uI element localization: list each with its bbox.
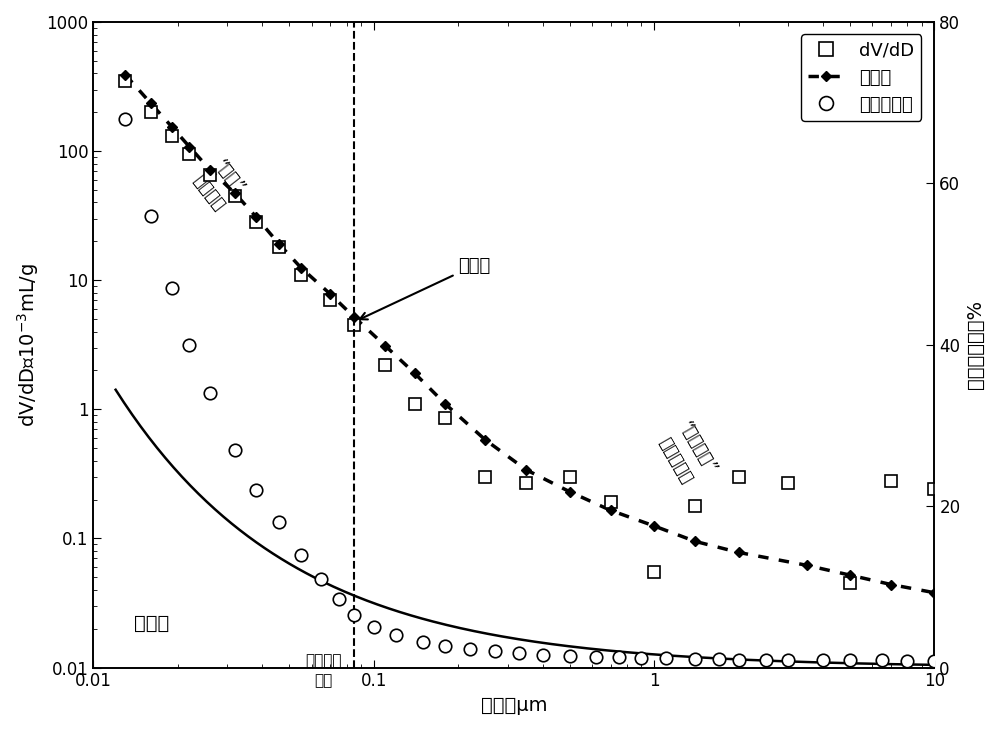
进汞饱和度 <box>390 631 402 639</box>
dV/dD <box>119 77 131 85</box>
dV/dD <box>648 568 660 577</box>
趋势线 <box>145 99 157 107</box>
dV/dD <box>324 296 336 304</box>
趋势线 <box>204 165 216 174</box>
进汞饱和度 <box>928 656 940 665</box>
dV/dD <box>733 472 745 481</box>
趋势线 <box>733 548 745 557</box>
Text: “大孔细喃”
型孔隙结构: “大孔细喃” 型孔隙结构 <box>653 418 719 490</box>
X-axis label: 孔径，μm: 孔径，μm <box>481 696 547 715</box>
进汞饱和度 <box>901 656 913 665</box>
dV/dD <box>145 108 157 117</box>
趋势线 <box>648 521 660 530</box>
dV/dD <box>183 150 195 158</box>
dV/dD <box>439 414 451 423</box>
趋势线 <box>273 240 285 249</box>
进汞饱和度 <box>229 445 241 454</box>
dV/dD <box>520 478 532 487</box>
Y-axis label: 进汞饱和度，%: 进汞饱和度，% <box>966 300 985 389</box>
进汞饱和度 <box>295 550 307 559</box>
Line: 进汞饱和度: 进汞饱和度 <box>119 112 941 667</box>
进汞饱和度 <box>145 211 157 220</box>
dV/dD <box>348 320 360 329</box>
进汞饱和度 <box>733 655 745 664</box>
进汞饱和度 <box>844 656 856 665</box>
趋势线 <box>409 369 421 377</box>
进汞饱和度 <box>368 623 380 631</box>
dV/dD <box>250 218 262 227</box>
进汞饱和度 <box>537 650 549 659</box>
dV/dD <box>564 472 576 481</box>
趋势线 <box>166 122 178 131</box>
进汞饱和度 <box>713 655 725 664</box>
进汞饱和度 <box>348 611 360 620</box>
趋势线 <box>119 70 131 79</box>
趋势线 <box>348 312 360 321</box>
趋势线 <box>324 290 336 299</box>
趋势线 <box>928 588 940 597</box>
进汞饱和度 <box>417 637 429 646</box>
趋势线 <box>520 466 532 474</box>
进汞饱和度 <box>273 518 285 527</box>
进汞饱和度 <box>760 656 772 664</box>
进汞饱和度 <box>183 340 195 349</box>
趋势线 <box>605 506 617 515</box>
dV/dD <box>273 243 285 252</box>
趋势线 <box>564 488 576 496</box>
Text: 最大连通
孔径: 最大连通 孔径 <box>305 653 342 688</box>
dV/dD <box>166 132 178 141</box>
dV/dD <box>479 472 491 481</box>
进汞饱和度 <box>166 284 178 293</box>
进汞饱和度 <box>817 656 829 664</box>
进汞饱和度 <box>119 115 131 123</box>
进汞饱和度 <box>590 653 602 661</box>
趋势线 <box>439 399 451 408</box>
Text: “树形”
孔隙结构: “树形” 孔隙结构 <box>190 155 248 214</box>
Legend: dV/dD, 趋势线, 进汞饱和度: dV/dD, 趋势线, 进汞饱和度 <box>801 34 921 120</box>
dV/dD <box>409 399 421 408</box>
趋势线 <box>885 580 897 589</box>
dV/dD <box>295 271 307 280</box>
趋势线 <box>479 436 491 445</box>
趋势线 <box>844 571 856 580</box>
Line: dV/dD: dV/dD <box>119 74 941 590</box>
dV/dD <box>885 477 897 485</box>
进汞饱和度 <box>439 642 451 650</box>
进汞饱和度 <box>333 595 345 604</box>
进汞饱和度 <box>464 645 476 653</box>
进汞饱和度 <box>204 389 216 398</box>
趋势线 <box>689 537 701 546</box>
趋势线 <box>379 342 391 350</box>
Line: 趋势线: 趋势线 <box>125 74 934 593</box>
进汞饱和度 <box>660 654 672 663</box>
dV/dD <box>204 171 216 180</box>
进汞饱和度 <box>635 653 647 662</box>
dV/dD <box>229 191 241 200</box>
dV/dD <box>844 579 856 588</box>
Text: 单段型: 单段型 <box>134 614 170 633</box>
进汞饱和度 <box>513 649 525 658</box>
进汞饱和度 <box>689 654 701 663</box>
趋势线 <box>295 264 307 272</box>
趋势线 <box>801 561 813 569</box>
dV/dD <box>782 478 794 487</box>
dV/dD <box>928 485 940 493</box>
进汞饱和度 <box>250 485 262 494</box>
dV/dD <box>689 501 701 510</box>
Y-axis label: dV/dD，$10^{-3}$mL/g: dV/dD，$10^{-3}$mL/g <box>15 263 41 427</box>
dV/dD <box>605 498 617 507</box>
趋势线 <box>250 212 262 221</box>
进汞饱和度 <box>613 653 625 662</box>
进汞饱和度 <box>315 575 327 583</box>
进汞饱和度 <box>782 656 794 664</box>
Text: 分界点: 分界点 <box>360 256 490 320</box>
趋势线 <box>229 189 241 198</box>
趋势线 <box>183 142 195 151</box>
进汞饱和度 <box>564 651 576 660</box>
dV/dD <box>379 361 391 369</box>
进汞饱和度 <box>876 656 888 665</box>
进汞饱和度 <box>489 647 501 656</box>
